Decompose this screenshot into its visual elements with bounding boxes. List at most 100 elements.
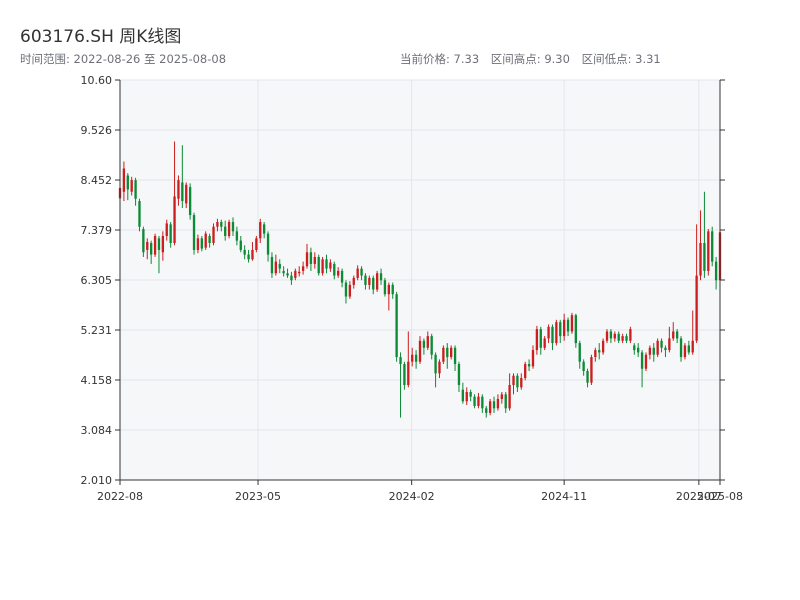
x-tick-label: 2022-08 xyxy=(97,490,143,503)
candle-body xyxy=(644,354,648,369)
candle xyxy=(570,312,574,334)
x-tick-label: 2025-08 xyxy=(697,490,743,503)
candle xyxy=(594,347,597,362)
candle-body xyxy=(473,396,476,406)
candle-body xyxy=(375,273,379,290)
candle-body xyxy=(446,347,449,358)
candle xyxy=(644,352,648,372)
candle-body xyxy=(613,333,616,339)
candle xyxy=(590,354,593,386)
candle-body xyxy=(621,336,624,341)
candle xyxy=(337,267,340,278)
candle xyxy=(301,261,305,275)
candle-body xyxy=(590,357,593,383)
candle-body xyxy=(173,196,176,243)
candle-body xyxy=(208,235,211,243)
candle xyxy=(224,220,227,241)
candle xyxy=(691,310,694,355)
candle xyxy=(516,373,519,392)
candle-body xyxy=(344,282,348,297)
candle-body xyxy=(582,361,585,372)
candle-body xyxy=(165,223,168,236)
candle xyxy=(683,343,687,360)
price-stats: 当前价格: 7.33 区间高点: 9.30 区间低点: 3.31 xyxy=(400,51,669,67)
candle xyxy=(547,324,550,344)
candle-body xyxy=(418,340,422,362)
candle-body xyxy=(672,331,675,339)
candle xyxy=(695,224,698,344)
candle-body xyxy=(461,389,465,402)
candle-body xyxy=(224,226,227,236)
candle-body xyxy=(169,224,172,243)
candle-body xyxy=(340,270,344,283)
candle-body xyxy=(216,222,219,227)
candle-body xyxy=(430,336,433,355)
candle xyxy=(465,387,468,406)
candle-body xyxy=(274,261,278,274)
candle-body xyxy=(407,361,410,386)
candle-body xyxy=(504,394,507,409)
candle xyxy=(375,270,379,292)
candle-body xyxy=(220,222,223,227)
candle xyxy=(185,182,188,209)
candle xyxy=(321,256,324,276)
candle-body xyxy=(270,256,274,274)
candle xyxy=(438,359,441,379)
candle xyxy=(434,352,437,388)
candle xyxy=(208,233,211,248)
candle xyxy=(403,361,406,390)
candle-body xyxy=(192,215,196,250)
candle-body xyxy=(714,261,718,281)
candle xyxy=(169,222,172,248)
candle xyxy=(605,329,609,344)
candle-body xyxy=(177,180,180,199)
candle xyxy=(566,317,570,337)
candle-body xyxy=(687,345,690,353)
candle-body xyxy=(348,284,352,297)
candle-body xyxy=(255,238,258,250)
candle-body xyxy=(598,350,601,353)
x-tick-label: 2024-02 xyxy=(389,490,435,503)
candle xyxy=(621,333,624,344)
candle xyxy=(679,336,683,362)
candle xyxy=(181,145,184,209)
candle-body xyxy=(286,273,289,276)
candle xyxy=(372,275,375,295)
candle xyxy=(235,226,239,246)
candle xyxy=(703,191,706,278)
candle xyxy=(625,333,628,344)
candle-body xyxy=(648,347,652,355)
candle xyxy=(134,177,137,206)
candle-body xyxy=(235,231,239,241)
candle-body xyxy=(321,259,324,274)
candle xyxy=(613,331,616,342)
candle xyxy=(640,350,644,388)
candle xyxy=(177,175,180,206)
candle xyxy=(637,343,640,358)
candle-body xyxy=(629,329,632,341)
candle xyxy=(407,331,410,388)
candle-body xyxy=(239,240,242,250)
y-tick-label: 7.379 xyxy=(81,224,113,237)
candle xyxy=(146,238,149,260)
candle-body xyxy=(633,345,636,351)
current-price-label: 当前价格: 7.33 xyxy=(400,52,480,66)
candle xyxy=(294,268,297,281)
candle-body xyxy=(150,242,153,255)
candle xyxy=(446,343,449,369)
candle xyxy=(461,382,465,404)
candle-body xyxy=(481,396,484,409)
candle-body xyxy=(485,408,488,413)
candle-body xyxy=(185,184,188,204)
candle xyxy=(578,340,581,369)
candle-body xyxy=(559,322,562,337)
candle-body xyxy=(305,252,309,267)
candle xyxy=(714,256,718,290)
candle-body xyxy=(434,354,437,374)
candle-body xyxy=(605,331,609,341)
candle-body xyxy=(391,284,394,295)
candle-body xyxy=(251,249,254,260)
candle-body xyxy=(313,256,316,264)
candle-body xyxy=(196,238,200,250)
candle xyxy=(524,361,527,381)
